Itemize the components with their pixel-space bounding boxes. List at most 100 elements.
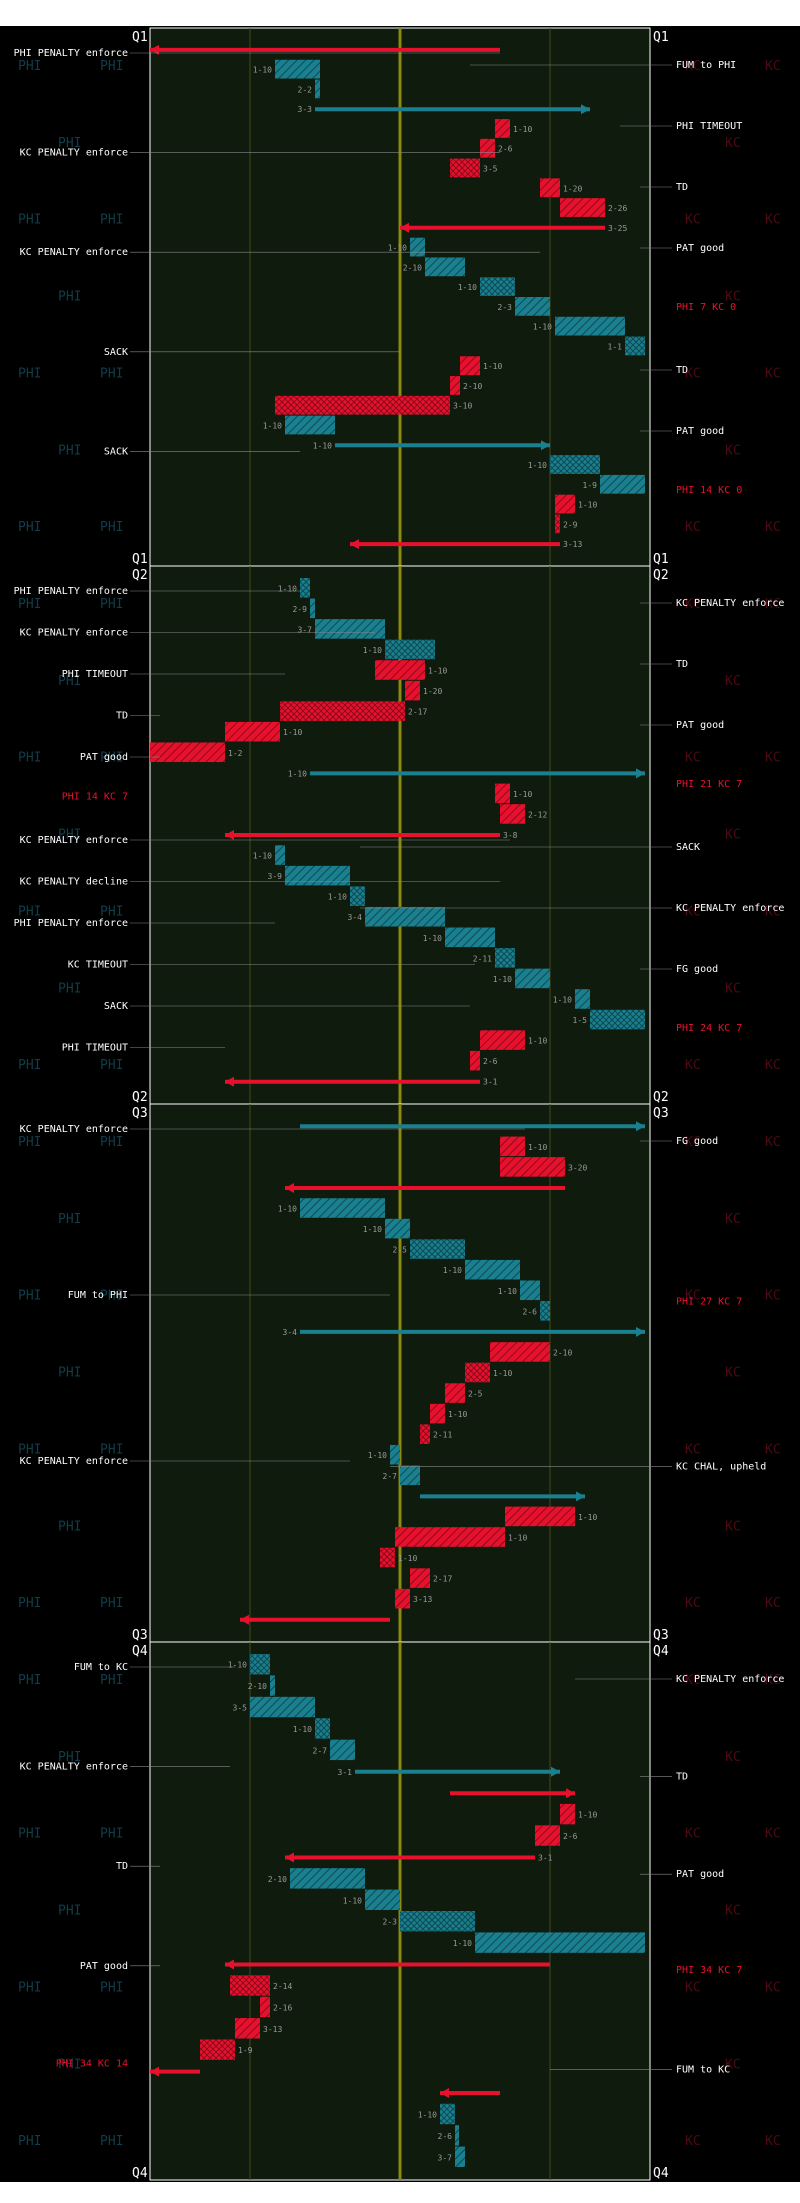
play-arrowhead: [225, 830, 234, 840]
down-distance-label: 1-10: [283, 728, 302, 737]
play-bar: [460, 356, 480, 376]
watermark-left-team: PHI: [58, 443, 81, 458]
down-distance-label: 2-11: [433, 1431, 452, 1440]
watermark-right-team: KC: [685, 1673, 701, 1688]
play-bar: [480, 1030, 525, 1050]
play-bar: [560, 198, 605, 217]
watermark-right-team: KC: [685, 904, 701, 919]
play-arrowhead: [636, 768, 645, 779]
watermark-right-team: KC: [685, 520, 701, 535]
down-distance-label: 1-5: [573, 1016, 588, 1025]
play-bar: [385, 1218, 410, 1239]
score-label: PHI 21 KC 7: [676, 779, 742, 790]
down-distance-label: 1-10: [418, 2110, 437, 2119]
down-distance-label: 2-14: [273, 1982, 292, 1991]
down-distance-label: 2-9: [293, 605, 308, 614]
watermark-left-team: PHI: [100, 1135, 123, 1150]
down-distance-label: 2-3: [383, 1918, 398, 1927]
watermark-right-team: KC: [725, 674, 741, 689]
play-bar: [475, 1932, 645, 1953]
play-bar: [555, 494, 575, 514]
event-label: KC TIMEOUT: [68, 960, 128, 971]
event-label: PHI PENALTY enforce: [14, 918, 128, 929]
play-bar: [275, 59, 320, 79]
watermark-right-team: KC: [685, 751, 701, 766]
down-distance-label: 1-2: [228, 749, 243, 758]
down-distance-label: 1-10: [253, 852, 272, 861]
watermark-left-team: PHI: [58, 828, 81, 843]
watermark-left-team: PHI: [18, 1442, 41, 1457]
watermark-left-team: PHI: [58, 674, 81, 689]
watermark-left-team: PHI: [58, 1519, 81, 1534]
event-label: PHI TIMEOUT: [62, 1043, 128, 1054]
play-bar: [365, 906, 445, 927]
event-label: FUM to KC: [74, 1662, 128, 1673]
score-label: PHI 27 KC 7: [676, 1297, 742, 1308]
down-distance-label: 2-9: [563, 520, 578, 529]
down-distance-label: 2-6: [438, 2132, 453, 2141]
watermark-left-team: PHI: [100, 597, 123, 612]
event-label: PAT good: [676, 1869, 724, 1880]
down-distance-label: 1-10: [368, 1451, 387, 1460]
play-bar: [555, 316, 625, 336]
play-bar: [235, 2018, 260, 2039]
down-distance-label: 2-6: [483, 1057, 498, 1066]
down-distance-label: 3-7: [298, 625, 313, 634]
down-distance-label: 1-10: [533, 323, 552, 332]
watermark-left-team: PHI: [18, 1058, 41, 1073]
play-arrowhead: [225, 1076, 234, 1087]
play-bar: [385, 639, 435, 660]
event-label: FUM to PHI: [676, 60, 736, 71]
play-bar: [405, 680, 420, 701]
play-bar: [400, 1911, 475, 1932]
watermark-right-team: KC: [765, 1135, 781, 1150]
score-label: PHI 34 KC 7: [676, 1965, 742, 1976]
event-label: FUM to KC: [676, 2064, 730, 2075]
event-label: FUM to PHI: [68, 1290, 128, 1301]
watermark-left-team: PHI: [100, 1289, 123, 1304]
watermark-left-team: PHI: [18, 1289, 41, 1304]
play-arrowhead: [150, 2066, 159, 2077]
down-distance-label: 2-10: [248, 1682, 267, 1691]
quarter-label: Q2: [132, 1090, 148, 1105]
quarter-label: Q1: [132, 552, 148, 567]
down-distance-label: 3-5: [233, 1704, 248, 1713]
watermark-right-team: KC: [685, 213, 701, 228]
event-label: SACK: [104, 1001, 128, 1012]
down-distance-label: 2-6: [563, 1832, 578, 1841]
event-label: FG good: [676, 964, 718, 975]
play-bar: [495, 783, 510, 804]
watermark-right-team: KC: [765, 213, 781, 228]
down-distance-label: 2-6: [498, 145, 513, 154]
play-bar: [330, 1739, 355, 1761]
play-bar: [495, 119, 510, 138]
down-distance-label: 1-10: [528, 1037, 547, 1046]
watermark-right-team: KC: [765, 904, 781, 919]
play-bar: [555, 514, 560, 534]
down-distance-label: 2-10: [403, 263, 422, 272]
event-label: TD: [676, 182, 688, 193]
down-distance-label: 3-9: [268, 872, 283, 881]
play-arrowhead: [350, 539, 359, 550]
watermark-right-team: KC: [725, 1212, 741, 1227]
watermark-left-team: PHI: [100, 1442, 123, 1457]
event-label: SACK: [104, 347, 128, 358]
event-label: PHI PENALTY enforce: [14, 586, 128, 597]
play-bar: [275, 845, 285, 865]
watermark-left-team: PHI: [18, 213, 41, 228]
down-distance-label: 2-10: [553, 1348, 572, 1357]
play-bar: [290, 1868, 365, 1889]
down-distance-label: 1-10: [278, 584, 297, 593]
down-distance-label: 1-10: [328, 893, 347, 902]
play-bar: [395, 1588, 410, 1609]
score-label: PHI 34 KC 14: [56, 2058, 128, 2069]
down-distance-label: 3-1: [483, 1078, 498, 1087]
play-bar: [280, 701, 405, 721]
watermark-right-team: KC: [725, 1904, 741, 1919]
play-arrowhead: [566, 1788, 575, 1799]
score-label: PHI 14 KC 7: [62, 792, 128, 803]
score-label: PHI 24 KC 7: [676, 1023, 742, 1034]
play-bar: [380, 1547, 395, 1568]
play-arrowhead: [285, 1852, 294, 1863]
play-bar: [230, 1975, 270, 1996]
